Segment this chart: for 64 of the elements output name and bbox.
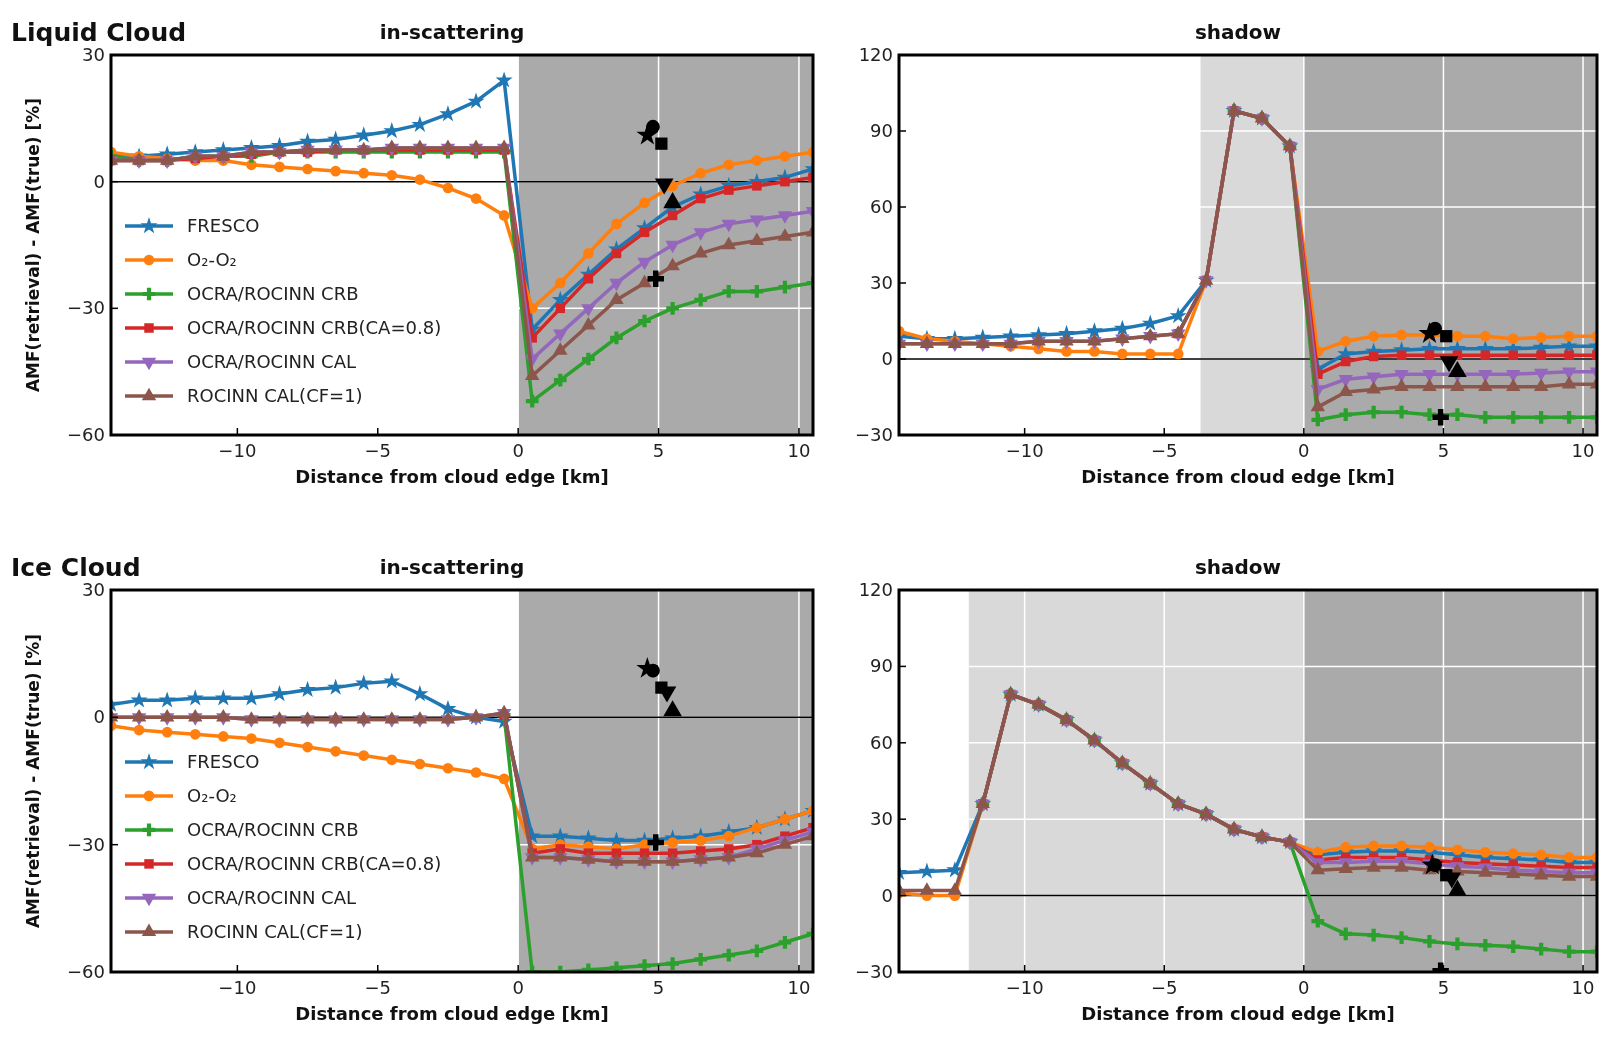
legend-label: ROCINN CAL(CF=1) <box>187 385 363 406</box>
text: Ice Cloud <box>11 553 141 582</box>
legend-label: OCRA/ROCINN CRB(CA=0.8) <box>187 852 442 874</box>
y-tick-label: −30 <box>67 297 105 319</box>
y-axis-title: AMF(retrieval) - AMF(true) [%] <box>23 97 43 393</box>
x-tick-label: 10 <box>787 977 811 998</box>
legend-label: FRESCO <box>187 750 260 772</box>
y-tick-label: 90 <box>870 120 893 141</box>
y-tick-label: −30 <box>855 961 893 982</box>
x-tick-label: 5 <box>1437 440 1450 461</box>
legend-label: OCRA/ROCINN CRB <box>187 283 359 304</box>
legend-label: O₂-O₂ <box>187 249 237 270</box>
y-tick-label: 30 <box>82 579 105 600</box>
y-tick-label: −60 <box>67 961 105 982</box>
x-tick-label: −5 <box>1150 440 1178 461</box>
x-tick-label: 0 <box>512 977 524 998</box>
x-axis-title: Distance from cloud edge [km] <box>295 466 609 487</box>
y-tick-label: 0 <box>881 884 893 906</box>
y-tick-label: −60 <box>67 424 105 445</box>
legend-label: O₂-O₂ <box>187 784 237 806</box>
x-tick-label: −10 <box>218 977 257 998</box>
y-tick-label: 30 <box>870 808 893 830</box>
legend-label: ROCINN CAL(CF=1) <box>187 920 363 942</box>
x-tick-label: −10 <box>1005 977 1044 998</box>
x-tick-label: 0 <box>512 440 524 461</box>
chart-title: in-scattering <box>379 555 525 579</box>
y-tick-label: 0 <box>881 348 893 369</box>
y-tick-label: 90 <box>870 655 893 677</box>
x-axis-title: Distance from cloud edge [km] <box>1081 466 1395 487</box>
y-tick-label: 120 <box>858 579 893 600</box>
legend-label: OCRA/ROCINN CAL <box>187 351 357 372</box>
legend-label: OCRA/ROCINN CAL <box>187 886 357 908</box>
x-tick-label: 10 <box>1571 977 1595 998</box>
legend-label: OCRA/ROCINN CRB <box>187 818 359 840</box>
y-tick-label: −30 <box>855 424 893 445</box>
x-tick-label: 10 <box>787 440 811 461</box>
legend-label: FRESCO <box>187 215 260 236</box>
y-tick-label: 0 <box>93 170 105 192</box>
x-tick-label: 5 <box>652 977 665 998</box>
chart-title: shadow <box>1194 555 1282 579</box>
x-tick-label: −5 <box>364 440 392 461</box>
y-tick-label: 120 <box>858 44 893 65</box>
x-tick-label: −10 <box>218 440 257 461</box>
y-tick-label: 30 <box>870 272 893 293</box>
y-tick-label: 60 <box>870 196 893 217</box>
legend-label: OCRA/ROCINN CRB(CA=0.8) <box>187 317 442 338</box>
x-tick-label: 0 <box>1298 977 1310 998</box>
y-axis-title: AMF(retrieval) - AMF(true) [%] <box>23 633 43 929</box>
x-axis-title: Distance from cloud edge [km] <box>1081 1003 1395 1024</box>
x-tick-label: 5 <box>652 440 665 461</box>
x-tick-label: 0 <box>1298 440 1310 461</box>
x-tick-label: −10 <box>1005 440 1044 461</box>
y-tick-label: 0 <box>93 706 105 728</box>
y-tick-label: 60 <box>870 731 893 753</box>
chart-title: shadow <box>1194 20 1282 44</box>
x-tick-label: −5 <box>1150 977 1178 998</box>
x-axis-title: Distance from cloud edge [km] <box>295 1003 609 1024</box>
x-tick-label: 10 <box>1571 440 1595 461</box>
y-tick-label: −30 <box>67 833 105 855</box>
chart-title: in-scattering <box>379 20 525 44</box>
x-tick-label: 5 <box>1437 977 1450 998</box>
y-tick-label: 30 <box>82 44 105 65</box>
x-tick-label: −5 <box>364 977 392 998</box>
text: Liquid Cloud <box>11 18 187 47</box>
